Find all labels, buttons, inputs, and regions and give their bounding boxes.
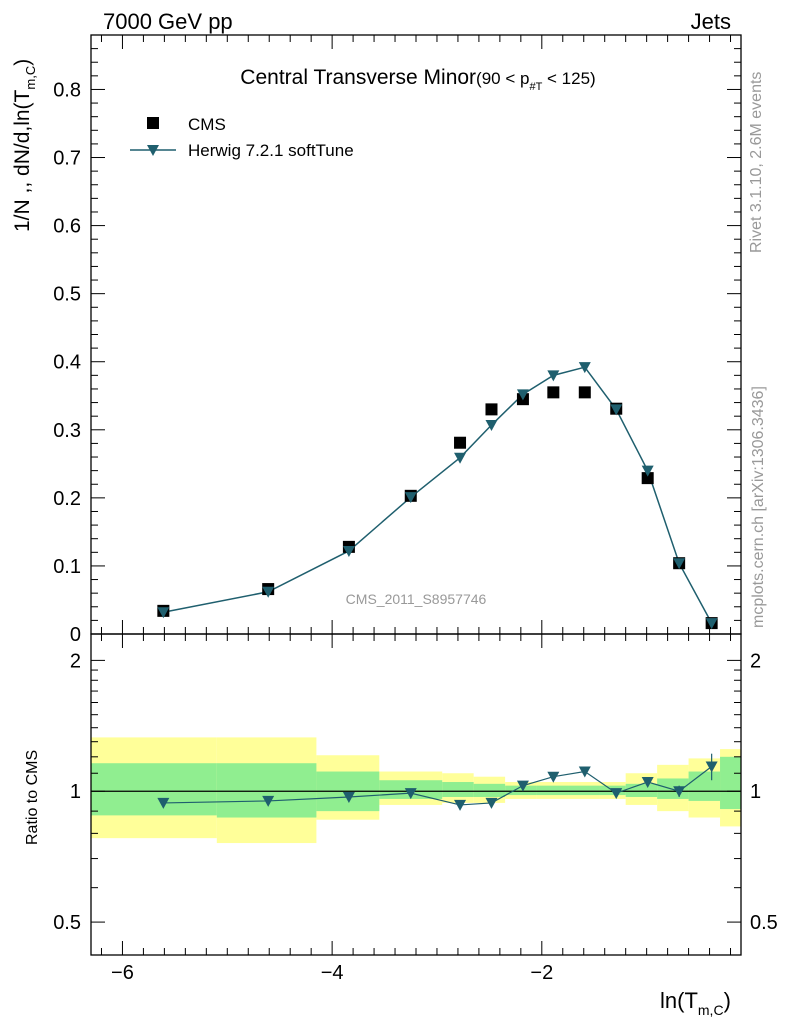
ratio-y-tick-label-right: 2: [750, 650, 761, 672]
y-tick-label: 0.5: [53, 284, 81, 306]
axis-ticks: [91, 35, 741, 955]
ratio-uncertainty-bands: [91, 737, 741, 844]
axis-tick-labels: −6 −4 −2 0 0.1 0.2 0.3 0.4 0.5 0.6 0.7 0.8 0.5 0.5 1 1 2…: [53, 79, 778, 984]
ratio-band-green: [568, 785, 600, 796]
herwig-point: [485, 420, 498, 432]
ratio-point: [516, 780, 529, 792]
herwig-line: [163, 366, 713, 624]
ratio-y-tick-label-left: 1: [70, 781, 81, 803]
herwig-point: [404, 492, 417, 504]
ratio-point: [157, 797, 170, 809]
ratio-y-tick-label-left: 2: [70, 650, 81, 672]
ratio-band-green: [536, 785, 569, 796]
herwig-point: [157, 607, 170, 619]
ratio-point: [705, 761, 718, 773]
ratio-band-green: [625, 783, 658, 797]
ratio-point: [578, 766, 591, 778]
y-axis-title: 1/N ,, dN/d,ln(Tm,C): [11, 59, 38, 232]
mcplots-source-label: mcplots.cern.ch [arXiv:1306.3436]: [750, 386, 767, 628]
ratio-y-axis-title: Ratio to CMS: [24, 750, 41, 845]
herwig-point: [342, 545, 355, 557]
y-tick-label: 0.7: [53, 148, 81, 170]
x-tick-label: −6: [111, 962, 134, 984]
x-axis-title: ln(Tm,C): [660, 988, 731, 1018]
header-energy-label: 7000 GeV pp: [103, 9, 233, 34]
ratio-point: [547, 771, 560, 783]
legend-cms-marker: [147, 117, 159, 129]
legend-herwig-label: Herwig 7.2.1 softTune: [188, 141, 354, 160]
herwig-point: [454, 452, 467, 464]
herwig-point: [262, 586, 275, 598]
cms-data-point: [454, 436, 467, 449]
legend-cms-label: CMS: [188, 115, 226, 134]
ratio-band-green: [91, 763, 217, 816]
herwig-point: [641, 465, 654, 477]
legend-herwig-marker: [147, 145, 159, 156]
cms-data-point: [485, 403, 498, 416]
ratio-point: [262, 795, 275, 807]
legend: CMS Herwig 7.2.1 softTune: [130, 115, 354, 160]
data-series: [157, 362, 718, 811]
cms-data-point: [547, 386, 560, 399]
y-tick-label: 0.2: [53, 488, 81, 510]
ratio-point: [641, 777, 654, 789]
y-tick-label: 0: [70, 624, 81, 646]
x-tick-label: −4: [321, 962, 344, 984]
y-tick-label: 0.6: [53, 216, 81, 238]
cms-data-point: [641, 472, 654, 485]
herwig-point: [610, 404, 623, 416]
rivet-version-label: Rivet 3.1.10, 2.6M events: [748, 72, 765, 253]
ratio-band-green: [442, 782, 474, 797]
ratio-band-green: [720, 756, 741, 810]
x-tick-label: −2: [530, 962, 553, 984]
ratio-point: [404, 788, 417, 800]
chart-title: Central Transverse Minor(90 < p#T < 125): [240, 66, 595, 93]
y-tick-label: 0.4: [53, 352, 81, 374]
ratio-band-green: [688, 771, 721, 801]
ratio-band-green: [657, 778, 689, 799]
ratio-band-green: [216, 763, 317, 818]
ratio-band-green: [505, 785, 537, 796]
ratio-point: [485, 797, 498, 809]
herwig-point: [673, 558, 686, 570]
ratio-point: [610, 788, 623, 800]
ratio-point: [342, 791, 355, 803]
y-tick-label: 0.8: [53, 79, 81, 101]
ratio-y-tick-label-right: 1: [750, 781, 761, 803]
cms-data-point: [578, 386, 591, 399]
ratio-point: [454, 799, 467, 811]
herwig-point: [578, 362, 591, 374]
ratio-y-tick-label-left: 0.5: [53, 912, 81, 934]
herwig-point: [547, 370, 560, 382]
header-process-label: Jets: [691, 9, 731, 34]
ratio-point: [673, 786, 686, 798]
herwig-point: [705, 618, 718, 630]
ratio-band-green: [473, 783, 506, 797]
ratio-y-tick-label-right: 0.5: [750, 912, 778, 934]
y-tick-label: 0.3: [53, 420, 81, 442]
y-tick-label: 0.1: [53, 556, 81, 578]
herwig-point: [516, 389, 529, 401]
analysis-watermark: CMS_2011_S8957746: [346, 591, 487, 607]
